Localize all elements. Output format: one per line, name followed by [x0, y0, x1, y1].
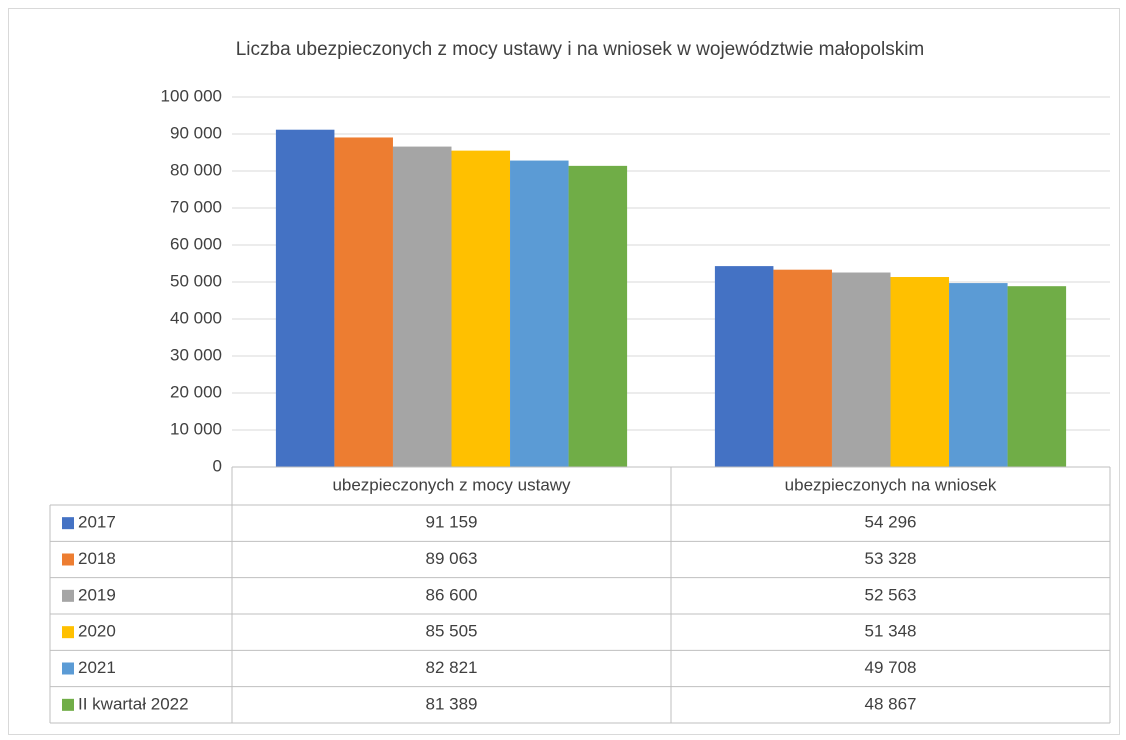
- table-value: 48 867: [865, 694, 917, 713]
- y-tick-label: 50 000: [170, 271, 222, 290]
- bar: [714, 266, 774, 467]
- table-value: 91 159: [426, 513, 478, 532]
- bar: [831, 272, 891, 467]
- legend-label: 2021: [78, 658, 116, 677]
- table-value: 52 563: [865, 585, 917, 604]
- table-value: 49 708: [865, 658, 917, 677]
- y-tick-label: 70 000: [170, 197, 222, 216]
- bar: [1007, 286, 1067, 467]
- bar: [510, 160, 569, 467]
- y-tick-label: 20 000: [170, 382, 222, 401]
- legend-swatch: [62, 698, 74, 711]
- bar: [451, 150, 511, 467]
- bar: [334, 137, 393, 467]
- table-value: 89 063: [426, 549, 478, 568]
- bar: [392, 146, 452, 467]
- legend-swatch: [62, 589, 74, 602]
- bar: [275, 129, 335, 467]
- table-value: 82 821: [426, 658, 478, 677]
- y-tick-label: 100 000: [161, 86, 222, 105]
- legend-swatch: [62, 626, 74, 639]
- y-tick-label: 10 000: [170, 419, 222, 438]
- legend-swatch: [62, 662, 74, 675]
- legend-swatch: [62, 517, 74, 530]
- table-value: 51 348: [865, 622, 917, 641]
- bar: [773, 269, 832, 467]
- y-tick-label: 30 000: [170, 345, 222, 364]
- y-tick-label: 40 000: [170, 308, 222, 327]
- y-tick-label: 80 000: [170, 160, 222, 179]
- y-tick-label: 0: [213, 456, 222, 475]
- legend-label: 2018: [78, 549, 116, 568]
- legend-label: II kwartał 2022: [78, 694, 189, 713]
- bar: [949, 283, 1008, 467]
- legend-label: 2017: [78, 513, 116, 532]
- legend-swatch: [62, 553, 74, 566]
- chart-title: Liczba ubezpieczonych z mocy ustawy i na…: [236, 39, 925, 60]
- y-tick-label: 60 000: [170, 234, 222, 253]
- y-tick-label: 90 000: [170, 123, 222, 142]
- category-label: ubezpieczonych z mocy ustawy: [332, 475, 571, 494]
- legend-label: 2020: [78, 622, 116, 641]
- table-value: 54 296: [865, 513, 917, 532]
- legend-label: 2019: [78, 585, 116, 604]
- bar: [568, 165, 628, 467]
- table-value: 81 389: [426, 694, 478, 713]
- category-label: ubezpieczonych na wniosek: [785, 475, 997, 494]
- bar: [890, 277, 950, 467]
- table-value: 53 328: [865, 549, 917, 568]
- table-value: 86 600: [426, 585, 478, 604]
- table-value: 85 505: [426, 622, 478, 641]
